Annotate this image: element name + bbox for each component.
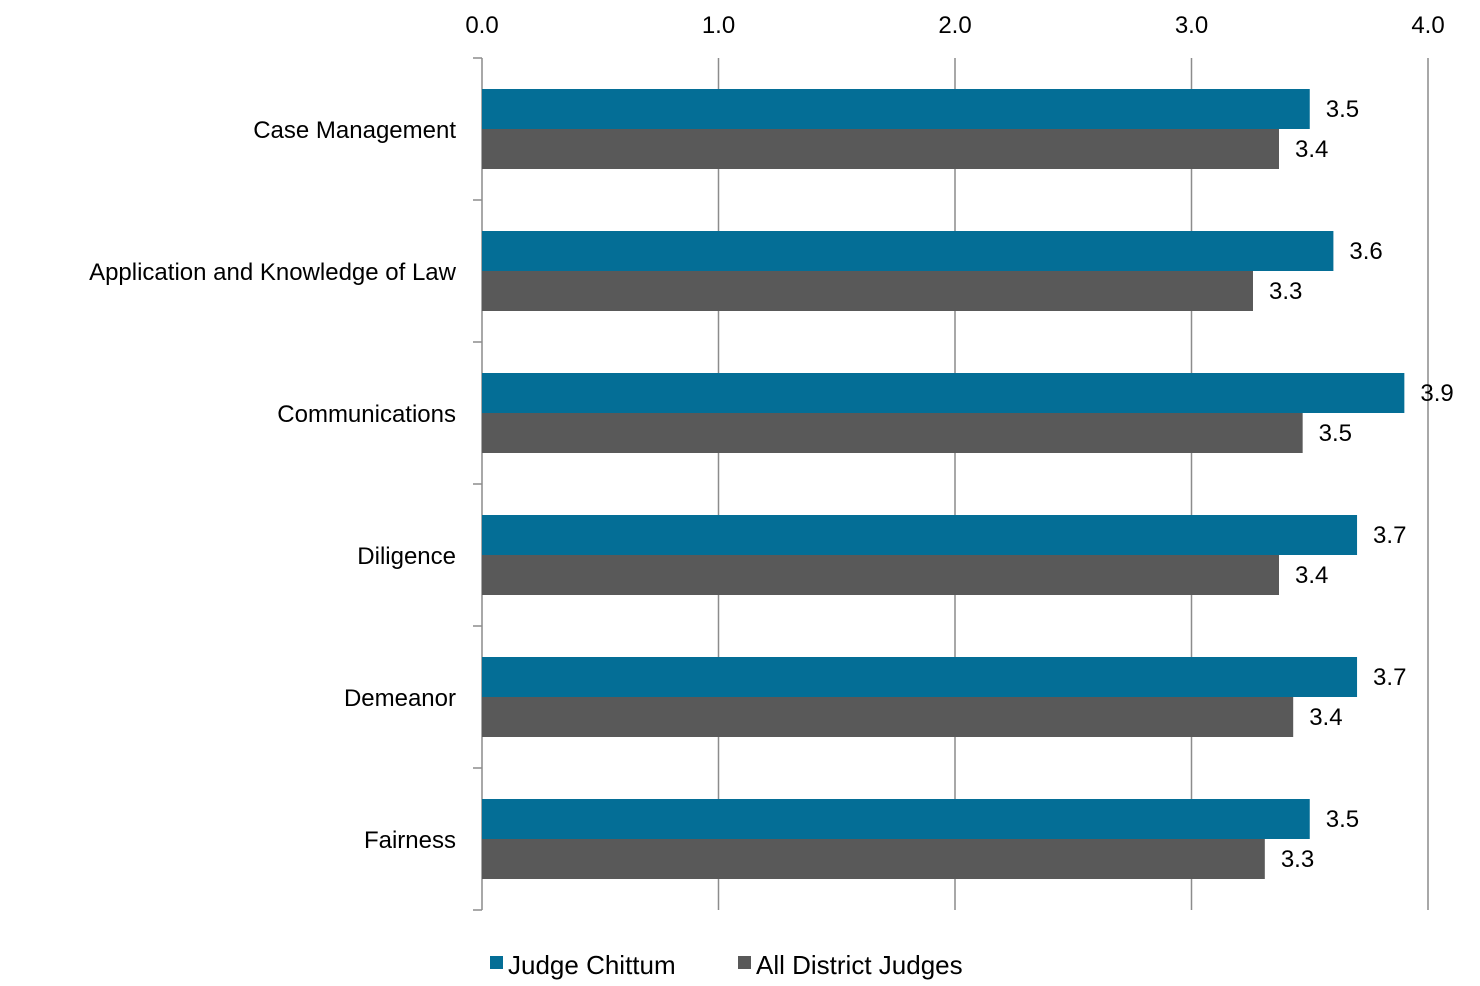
category-label: Diligence <box>357 543 456 570</box>
bar-judge-chittum <box>482 89 1310 129</box>
data-label: 3.4 <box>1309 704 1342 731</box>
category-label: Case Management <box>253 117 456 144</box>
data-label: 3.6 <box>1349 238 1382 265</box>
category-label: Fairness <box>364 827 456 854</box>
data-label: 3.3 <box>1281 846 1314 873</box>
legend-swatch <box>738 956 751 969</box>
bar-all-district-judges <box>482 413 1303 453</box>
bar-all-district-judges <box>482 555 1280 595</box>
axes: 0.0 1.0 2.0 3.0 4.0 Case Management Applicatio… <box>89 12 1445 911</box>
data-label: 3.3 <box>1269 278 1302 305</box>
data-label: 3.4 <box>1295 136 1328 163</box>
bar-all-district-judges <box>482 697 1294 737</box>
bar-judge-chittum <box>482 799 1310 839</box>
legend-swatch <box>490 956 503 969</box>
data-label: 3.9 <box>1420 380 1453 407</box>
bars <box>482 89 1405 879</box>
bar-judge-chittum <box>482 231 1334 271</box>
category-label: Communications <box>277 401 456 428</box>
bar-all-district-judges <box>482 839 1265 879</box>
x-tick-label: 4.0 <box>1411 12 1444 39</box>
x-tick-label: 3.0 <box>1175 12 1208 39</box>
data-label: 3.5 <box>1326 96 1359 123</box>
bar-all-district-judges <box>482 129 1280 169</box>
data-labels: 3.5 3.6 3.9 3.7 3.7 3.5 3.4 3.3 3.5 3.4 3.4 3.3 <box>1269 96 1454 873</box>
category-label: Demeanor <box>344 685 456 712</box>
bar-all-district-judges <box>482 271 1253 311</box>
legend-label: All District Judges <box>756 950 963 980</box>
x-tick-label: 0.0 <box>465 12 498 39</box>
bar-judge-chittum <box>482 515 1358 555</box>
gridlines <box>717 58 1429 910</box>
data-label: 3.5 <box>1319 420 1352 447</box>
legend-label: Judge Chittum <box>508 950 676 980</box>
data-label: 3.4 <box>1295 562 1328 589</box>
data-label: 3.7 <box>1373 522 1406 549</box>
x-tick-label: 1.0 <box>702 12 735 39</box>
bar-judge-chittum <box>482 373 1405 413</box>
bar-judge-chittum <box>482 657 1358 697</box>
category-label: Application and Knowledge of Law <box>89 259 457 286</box>
x-tick-label: 2.0 <box>938 12 971 39</box>
data-label: 3.5 <box>1326 806 1359 833</box>
legend: Judge Chittum All District Judges <box>490 950 963 980</box>
data-label: 3.7 <box>1373 664 1406 691</box>
